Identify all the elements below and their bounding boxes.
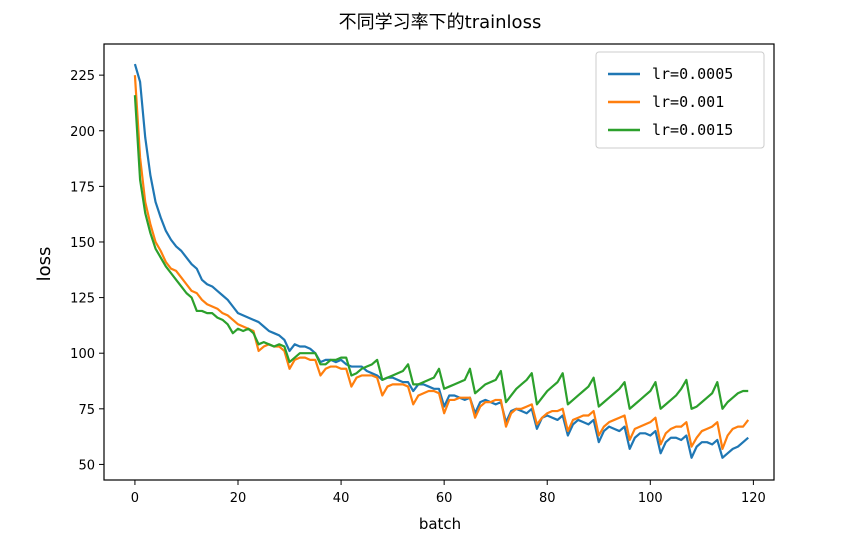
y-tick-label: 125: [70, 292, 95, 307]
chart-title: 不同学习率下的trainloss: [339, 12, 542, 33]
x-tick-label: 20: [230, 491, 247, 506]
y-axis-label: loss: [34, 247, 55, 282]
x-axis-label: batch: [419, 515, 461, 533]
legend-label-1: lr=0.001: [652, 93, 724, 111]
series-line-2: [133, 95, 749, 410]
y-tick-label: 100: [70, 347, 95, 362]
x-tick-label: 100: [638, 491, 663, 506]
y-tick-label: 150: [70, 236, 95, 251]
x-tick-label: 60: [436, 491, 453, 506]
x-tick-label: 120: [741, 491, 766, 506]
y-tick-label: 225: [70, 69, 95, 84]
legend-label-0: lr=0.0005: [652, 65, 733, 83]
series-line-0: [133, 63, 749, 459]
plot-frame: [103, 43, 775, 481]
axes-layer: 0 20 40 60 80 100 120 50 75 100 125 150 175 200 225: [70, 43, 775, 506]
legend-box: [595, 51, 765, 149]
series-line-1: [133, 75, 750, 450]
y-tick-label: 200: [70, 125, 95, 140]
x-tick-label: 80: [539, 491, 556, 506]
legend: lr=0.0005 lr=0.001 lr=0.0015: [595, 51, 765, 149]
series-layer: [133, 63, 750, 459]
x-tick-label: 40: [333, 491, 350, 506]
y-tick-label: 75: [78, 403, 95, 418]
legend-label-2: lr=0.0015: [652, 121, 733, 139]
y-tick-label: 175: [70, 180, 95, 195]
x-tick-label: 0: [131, 491, 139, 506]
y-tick-label: 50: [78, 458, 95, 473]
